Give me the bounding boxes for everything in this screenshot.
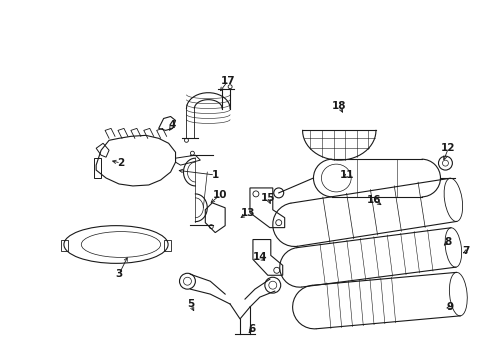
Text: 16: 16 [367, 195, 381, 205]
Text: 7: 7 [463, 247, 470, 256]
Text: 12: 12 [441, 143, 456, 153]
Text: 9: 9 [447, 302, 454, 312]
Text: 18: 18 [332, 100, 346, 111]
Text: 5: 5 [187, 299, 194, 309]
Text: 15: 15 [261, 193, 275, 203]
Text: 6: 6 [248, 324, 256, 334]
Text: 13: 13 [241, 208, 255, 218]
Text: 4: 4 [169, 121, 176, 130]
Text: 1: 1 [212, 170, 219, 180]
Text: 10: 10 [213, 190, 227, 200]
Text: 17: 17 [221, 76, 235, 86]
Text: 3: 3 [115, 269, 122, 279]
Text: 11: 11 [340, 170, 354, 180]
Text: 14: 14 [252, 252, 267, 262]
Text: 2: 2 [117, 158, 124, 168]
Text: 8: 8 [445, 237, 452, 247]
